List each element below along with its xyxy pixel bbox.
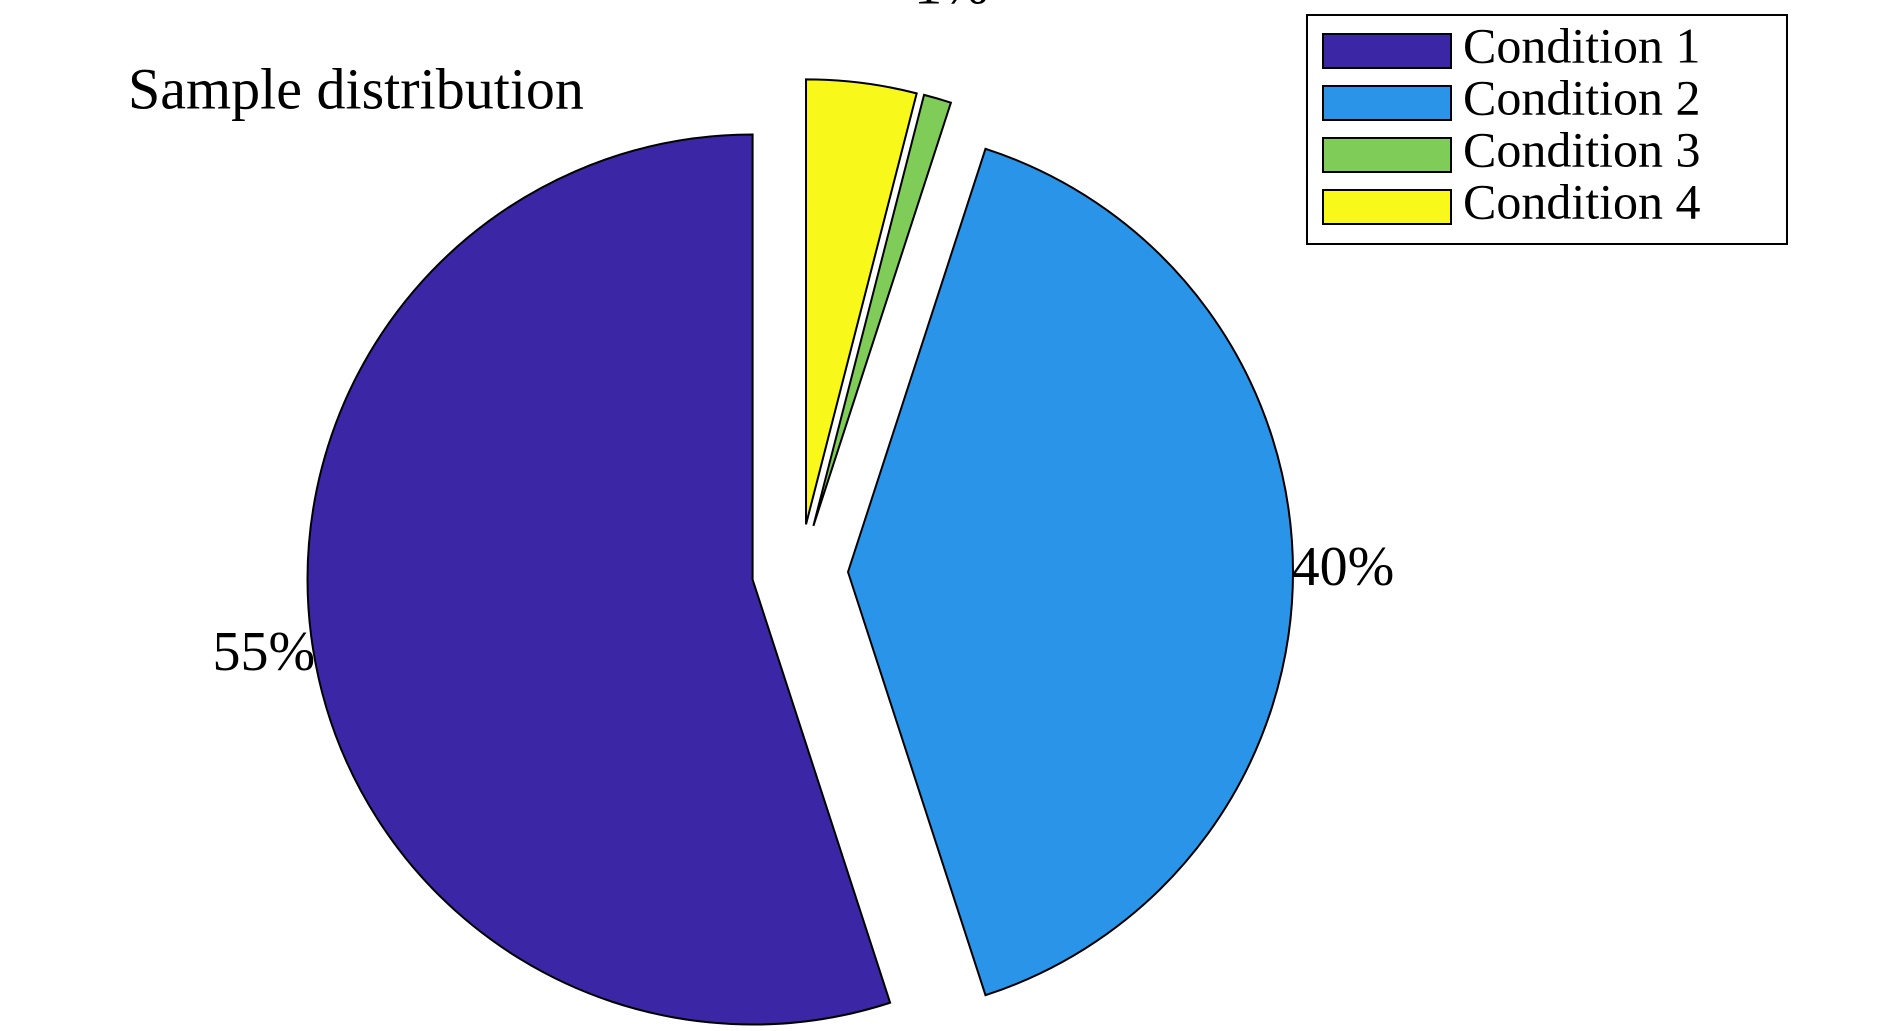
legend-swatch xyxy=(1322,85,1452,121)
legend-label: Condition 1 xyxy=(1463,17,1701,73)
chart-title: Sample distribution xyxy=(128,56,584,121)
legend-label: Condition 3 xyxy=(1463,121,1701,177)
legend-swatch xyxy=(1322,189,1452,225)
pie-slice xyxy=(846,147,1294,997)
pie-slice xyxy=(805,78,918,525)
legend-label: Condition 2 xyxy=(1463,69,1701,125)
slice-label: 55% xyxy=(212,621,315,683)
pie-slice xyxy=(306,133,892,1026)
legend-swatch xyxy=(1322,137,1452,173)
legend-label: Condition 4 xyxy=(1463,173,1701,229)
slice-label: 1% xyxy=(914,0,989,17)
pie-slice xyxy=(812,93,953,527)
legend-swatch xyxy=(1322,33,1452,69)
slice-label: 40% xyxy=(1292,536,1395,598)
